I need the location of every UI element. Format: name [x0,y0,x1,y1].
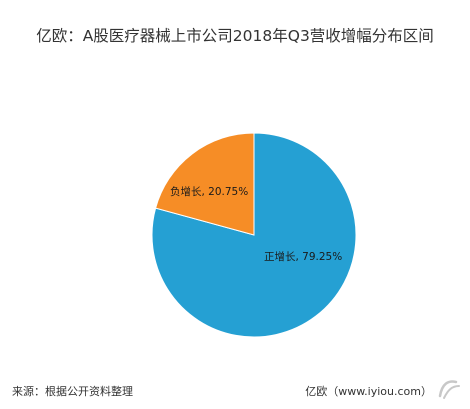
brand-credit: 亿欧（www.iyiou.com） [305,385,432,398]
source-note: 来源：根据公开资料整理 [12,385,133,398]
slice-label-positive-growth: 正增长, 79.25% [264,250,342,263]
slice-label-negative-growth: 负增长, 20.75% [170,185,248,198]
iyiou-logo-icon [438,380,460,399]
pie-slice-negative-growth [155,132,255,236]
chart-title: 亿欧：A股医疗器械上市公司2018年Q3营收增幅分布区间 [36,27,434,45]
